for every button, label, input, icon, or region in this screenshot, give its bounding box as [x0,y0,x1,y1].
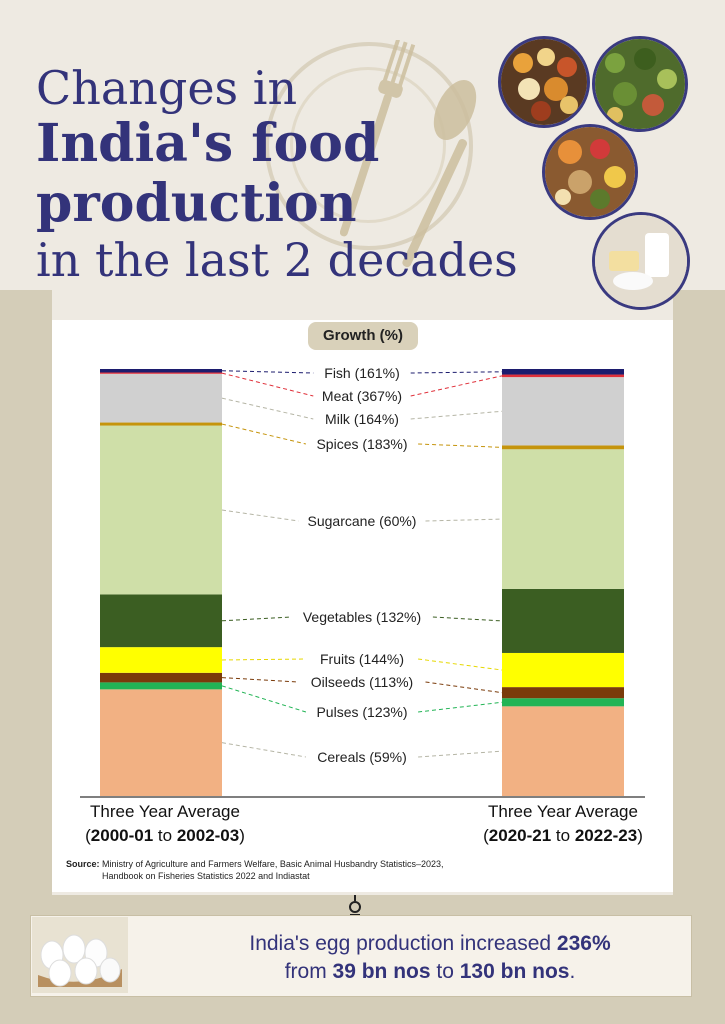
x-label-2020: Three Year Average (2020-21 to 2022-23) [458,800,668,848]
bar-segment-fruits-1 [502,652,624,688]
title-line-3: production [36,173,357,234]
connector-right-vegetables [432,616,503,622]
bar-segment-oilseeds-1 [502,687,624,699]
connector-left-fruits [221,658,306,661]
x-label-2020-top: Three Year Average [488,802,638,821]
connector-left-oilseeds [221,677,299,683]
connector-right-meat [410,375,503,397]
vegetables-photo [592,36,688,132]
egg-pct: 236% [556,932,611,955]
x-label-2000-start: 2000-01 [90,826,154,845]
connector-right-fish [410,371,503,374]
bar-segment-spices-1 [502,445,624,450]
series-label-vegetables: Vegetables (132%) [303,609,421,625]
bar-segment-meat-1 [502,374,624,378]
egg-callout [30,915,692,997]
egg-text-from: from [284,960,333,983]
bar-segment-pulses-0 [100,682,222,690]
connector-left-spices [221,423,307,445]
bar-segment-cereals-1 [502,706,624,796]
egg-text-part1: India's egg production increased [249,932,557,955]
connector-right-fruits [418,658,503,671]
cutlery-icon [340,40,477,268]
x-label-2000-range: (2000-01 to 2002-03) [85,826,245,845]
thali-photo [498,36,590,128]
x-label-2020-end: 2022-23 [574,826,638,845]
title-line-4: in the last 2 decades [36,233,518,287]
bar-segment-pulses-1 [502,698,624,707]
bar-segment-fish-0 [100,369,222,373]
fruits-nuts-photo [542,124,638,220]
dairy-photo [592,212,690,310]
series-label-meat: Meat (367%) [322,388,402,404]
series-label-sugarcane: Sugarcane (60%) [308,513,417,529]
bar-segment-oilseeds-0 [100,672,222,683]
x-label-2000-top: Three Year Average [90,802,240,821]
plate-inner-ring [290,67,446,223]
x-label-2000-to: to [157,826,173,845]
connector-left-vegetables [221,616,292,622]
series-label-milk: Milk (164%) [325,411,399,427]
connector-right-pulses [418,701,503,713]
connector-right-milk [410,410,503,420]
title-line-1: Changes in [36,61,298,115]
connector-left-sugarcane [221,509,299,522]
page-title: Changes in India's food production in th… [36,62,518,286]
connector-left-milk [221,397,314,420]
series-label-fish: Fish (161%) [324,365,399,381]
connector-right-oilseeds [425,681,503,694]
bar-segment-vegetables-0 [100,594,222,648]
bar-segment-sugarcane-0 [100,425,222,595]
x-label-2020-range: (2020-21 to 2022-23) [483,826,643,845]
legend-title: Growth (%) [308,322,418,350]
bar-segment-spices-0 [100,422,222,426]
bar-segment-milk-1 [502,377,624,446]
connector-left-cereals [221,742,306,758]
connector-right-sugarcane [425,518,503,522]
bar-segment-fruits-0 [100,647,222,673]
source-line-1: Ministry of Agriculture and Farmers Welf… [102,859,444,869]
bar-segment-milk-0 [100,373,222,423]
egg-production-text: India's egg production increased 236% fr… [190,930,670,986]
series-label-cereals: Cereals (59%) [317,749,406,765]
eggs-photo [32,917,128,993]
connector-left-meat [221,372,314,397]
bar-segment-cereals-0 [100,689,222,796]
bar-segment-fish-1 [502,369,624,375]
source-line-2: Handbook on Fisheries Statistics 2022 an… [102,871,310,881]
bar-segment-sugarcane-1 [502,449,624,589]
connector-right-cereals [418,750,503,758]
title-line-2: India's food [36,113,380,174]
series-label-oilseeds: Oilseeds (113%) [311,674,413,690]
source-label: Source: [66,859,100,869]
x-label-2000-end: 2002-03 [176,826,240,845]
series-label-fruits: Fruits (144%) [320,651,404,667]
egg-text-end: . [569,960,576,983]
x-label-2020-to: to [555,826,571,845]
plate-illustration [265,42,473,250]
bar-segment-vegetables-1 [502,588,624,653]
connector-knot-icon [349,895,361,916]
x-label-2000: Three Year Average (2000-01 to 2002-03) [60,800,270,848]
egg-to-value: 130 bn nos [459,960,570,983]
bar-segment-meat-0 [100,372,222,374]
connector-right-spices [418,443,503,448]
series-label-pulses: Pulses (123%) [316,704,407,720]
egg-from-value: 39 bn nos [332,960,431,983]
connector-left-pulses [221,685,307,713]
source-note: Source: Ministry of Agriculture and Farm… [66,858,536,882]
x-label-2020-start: 2020-21 [488,826,552,845]
connector-left-fish [221,370,314,374]
series-label-spices: Spices (183%) [316,436,407,452]
egg-text-to: to [430,960,460,983]
